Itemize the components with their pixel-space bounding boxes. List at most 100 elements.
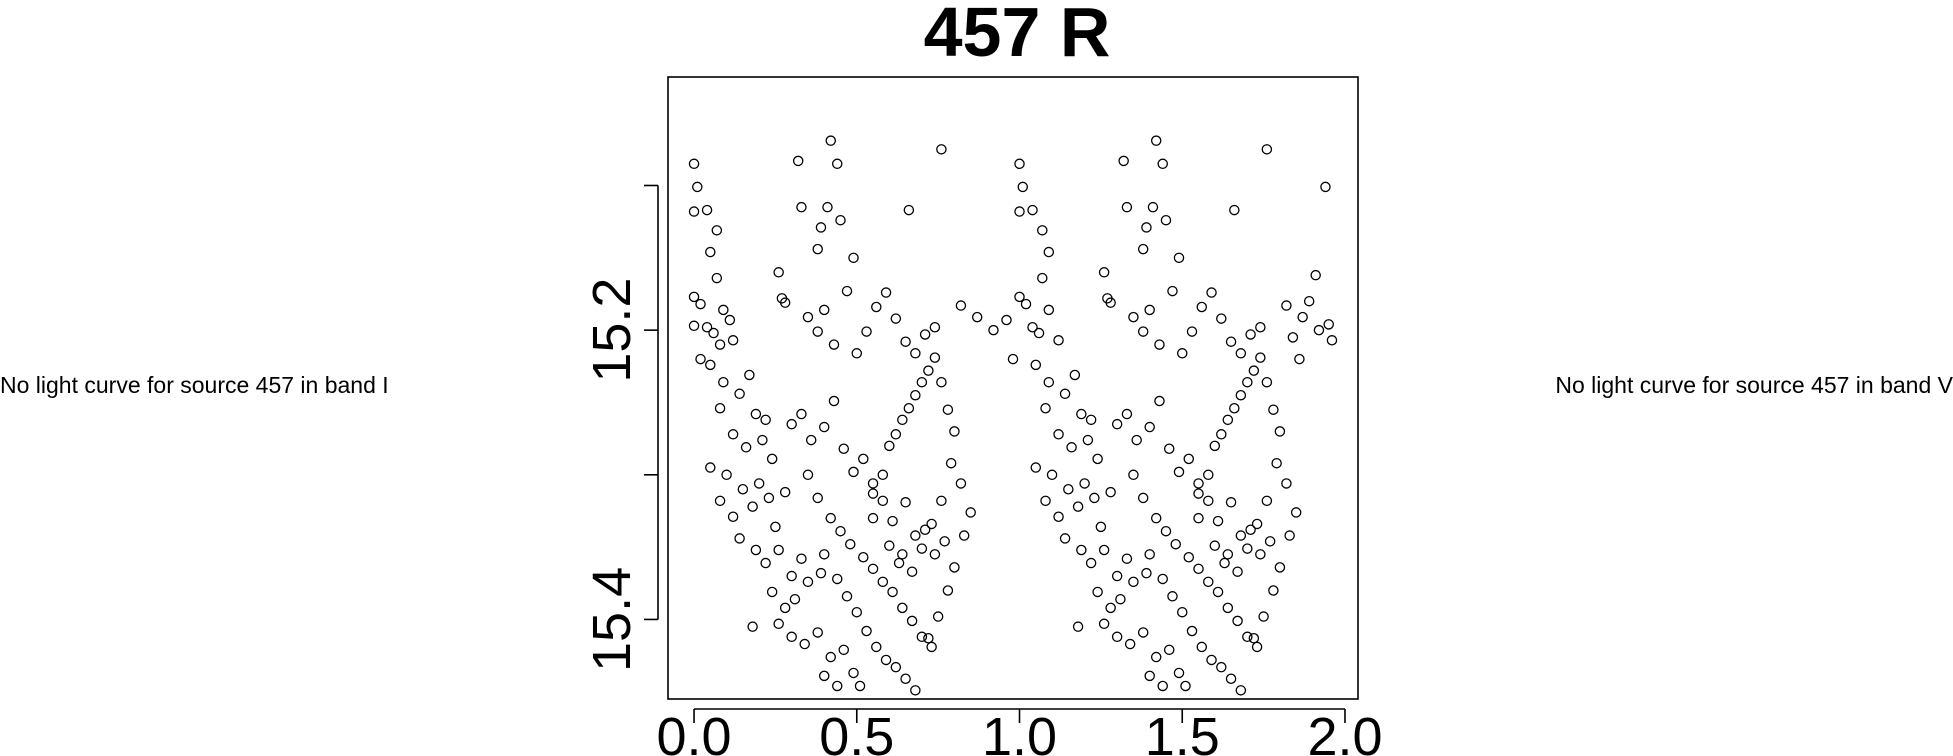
data-point — [1105, 602, 1116, 614]
data-point — [900, 336, 911, 347]
data-point — [1235, 530, 1247, 541]
data-point — [734, 533, 745, 544]
data-point — [965, 507, 976, 518]
data-point — [1150, 651, 1162, 663]
data-point — [988, 324, 999, 336]
data-point — [1193, 478, 1204, 489]
data-point — [916, 376, 928, 388]
data-point — [1203, 576, 1214, 588]
data-point — [1160, 214, 1172, 226]
data-point — [779, 602, 791, 614]
data-point — [877, 469, 889, 481]
data-point — [714, 495, 726, 507]
data-point — [848, 667, 859, 679]
data-point — [1232, 566, 1243, 577]
data-point — [1196, 301, 1208, 313]
data-point — [861, 326, 872, 337]
data-point — [841, 591, 853, 602]
data-point — [1183, 453, 1195, 465]
data-point — [923, 365, 934, 376]
data-point — [1115, 593, 1126, 605]
data-point — [1079, 478, 1090, 489]
data-point — [812, 326, 823, 337]
data-point — [718, 304, 729, 316]
data-point — [747, 621, 758, 632]
data-point — [688, 320, 700, 332]
data-point — [1157, 680, 1168, 692]
data-point — [711, 225, 723, 236]
data-point — [1173, 466, 1185, 478]
data-point — [942, 585, 954, 596]
data-point — [903, 403, 915, 414]
data-point — [708, 327, 719, 339]
data-point — [812, 627, 823, 638]
data-point — [1141, 222, 1152, 233]
data-point — [1014, 158, 1025, 170]
data-point — [1128, 469, 1139, 481]
plot-frame — [667, 76, 1359, 700]
data-point — [1137, 243, 1149, 255]
data-point — [786, 570, 797, 582]
data-point — [1281, 478, 1292, 489]
data-point — [1037, 272, 1048, 284]
data-point — [880, 654, 892, 666]
data-point — [822, 201, 833, 213]
data-point — [1063, 484, 1074, 495]
data-point — [760, 557, 771, 569]
data-point — [1222, 414, 1234, 426]
data-point — [825, 651, 836, 663]
data-point — [786, 418, 797, 430]
data-point — [714, 339, 726, 350]
data-point — [1076, 408, 1087, 420]
data-point — [1043, 246, 1055, 258]
data-point — [949, 562, 960, 573]
data-point — [932, 611, 944, 622]
y-tick-label: 15.2 — [582, 278, 642, 383]
data-point — [773, 618, 784, 630]
data-point — [1229, 403, 1240, 414]
data-point — [727, 429, 739, 440]
data-point — [1167, 591, 1178, 602]
x-tick-label: 0.5 — [819, 707, 894, 756]
data-point — [818, 670, 830, 682]
data-point — [831, 158, 843, 170]
data-point — [1163, 443, 1175, 455]
data-point — [1072, 501, 1084, 512]
data-point — [906, 566, 918, 577]
data-point — [1290, 507, 1302, 518]
data-point — [845, 538, 856, 550]
data-point — [770, 521, 781, 533]
data-point — [1222, 602, 1234, 614]
data-point — [1098, 544, 1110, 556]
data-point — [831, 573, 843, 585]
data-point — [1326, 335, 1338, 346]
data-point — [740, 442, 752, 453]
data-point — [1225, 336, 1237, 347]
data-point — [923, 632, 934, 644]
data-point — [890, 313, 902, 324]
data-point — [1160, 525, 1172, 537]
data-point — [1085, 414, 1097, 426]
data-point — [1235, 685, 1247, 696]
data-point — [1040, 495, 1051, 507]
data-point — [867, 563, 879, 575]
data-point — [926, 518, 937, 530]
data-point — [1313, 324, 1325, 336]
data-point — [701, 321, 713, 333]
data-point — [1085, 557, 1097, 569]
data-points — [688, 135, 1338, 696]
data-point — [1137, 492, 1149, 504]
data-point — [838, 443, 850, 455]
data-point — [897, 602, 908, 614]
data-point — [802, 311, 814, 323]
data-point — [1180, 680, 1191, 692]
data-point — [786, 631, 797, 643]
data-point — [971, 311, 983, 323]
x-tick-label: 1.0 — [982, 707, 1057, 756]
data-point — [1245, 524, 1256, 536]
data-point — [919, 524, 931, 536]
data-point — [1222, 549, 1234, 560]
data-point — [1043, 376, 1055, 388]
data-point — [721, 469, 732, 481]
data-point — [818, 304, 830, 316]
